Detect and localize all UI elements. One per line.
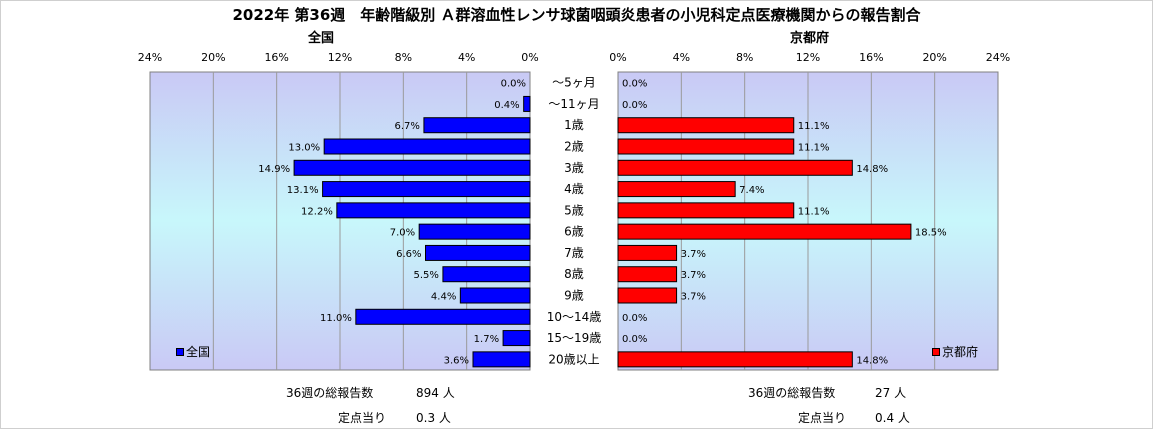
left-x-tick-label: 8% <box>395 51 412 64</box>
left-bar-label: 4.4% <box>431 292 456 303</box>
chart-title: 2022年 第36週 年齢階級別 Ａ群溶血性レンサ球菌咽頭炎患者の小児科定点医療… <box>232 6 921 24</box>
left-bar <box>355 308 531 325</box>
left-bar <box>322 181 531 198</box>
right-bar-label: 0.0% <box>622 79 647 90</box>
right-legend-label: 京都府 <box>942 345 979 359</box>
left-bar-label: 7.0% <box>390 228 415 239</box>
left-bar <box>502 330 531 347</box>
right-bar-label: 18.5% <box>915 228 947 239</box>
right-bar <box>617 202 795 219</box>
right-per-label: 定点当り <box>798 411 847 425</box>
left-bar-label: 11.0% <box>320 313 352 324</box>
left-bar-label: 1.7% <box>474 334 499 345</box>
category-label: 20歳以上 <box>548 352 599 366</box>
left-per-label: 定点当り <box>338 411 387 425</box>
left-legend: 全国 <box>176 343 210 360</box>
right-x-tick-label: 20% <box>922 51 946 64</box>
right-bar-label: 3.7% <box>681 292 706 303</box>
left-bar <box>472 351 531 368</box>
right-bar <box>617 181 736 198</box>
left-bar <box>425 244 531 261</box>
category-label: 2歳 <box>564 140 584 154</box>
left-panel-label: 全国 <box>308 31 335 46</box>
right-bar <box>617 117 795 134</box>
right-bar-label: 3.7% <box>681 249 706 260</box>
left-bar-label: 3.6% <box>444 355 469 366</box>
right-bar-label: 3.7% <box>681 270 706 281</box>
category-label: 4歳 <box>564 182 584 196</box>
left-x-tick-label: 4% <box>458 51 475 64</box>
category-label: 8歳 <box>564 267 584 281</box>
left-bar-label: 5.5% <box>414 270 439 281</box>
left-bar <box>442 266 531 283</box>
left-x-tick-label: 20% <box>201 51 225 64</box>
right-total-label: 36週の総報告数 <box>748 386 836 400</box>
right-x-tick-label: 16% <box>859 51 883 64</box>
right-panel-label: 京都府 <box>790 31 830 46</box>
left-bar <box>336 202 531 219</box>
right-bar <box>617 244 678 261</box>
category-label: 1歳 <box>564 118 584 132</box>
left-legend-label: 全国 <box>186 345 211 359</box>
right-bar <box>617 351 853 368</box>
right-bar-label: 7.4% <box>739 185 764 196</box>
category-label: 3歳 <box>564 161 584 175</box>
category-label: 15～19歳 <box>547 331 602 345</box>
left-total-label: 36週の総報告数 <box>286 386 374 400</box>
right-bar <box>617 287 678 304</box>
right-bar-label: 14.8% <box>856 164 888 175</box>
left-x-tick-label: 24% <box>138 51 162 64</box>
left-x-tick-label: 0% <box>521 51 538 64</box>
left-per-value: 0.3 人 <box>416 411 451 425</box>
left-bar-label: 6.7% <box>395 121 420 132</box>
left-legend-swatch <box>176 347 184 356</box>
right-bar <box>617 223 912 240</box>
right-legend-swatch <box>932 347 940 356</box>
right-legend: 京都府 <box>932 343 978 360</box>
left-bar <box>459 287 531 304</box>
left-bar-label: 12.2% <box>301 206 333 217</box>
right-bar <box>617 159 853 176</box>
left-bar <box>323 138 531 155</box>
right-x-tick-label: 12% <box>796 51 820 64</box>
category-label: 9歳 <box>564 289 584 303</box>
category-label: 10～14歳 <box>547 310 602 324</box>
right-x-tick-label: 4% <box>673 51 690 64</box>
left-bar <box>523 95 531 112</box>
left-bar <box>293 159 531 176</box>
right-bar <box>617 138 795 155</box>
right-x-tick-label: 0% <box>609 51 626 64</box>
right-bar-label: 14.8% <box>856 355 888 366</box>
left-bar-label: 6.6% <box>396 249 421 260</box>
category-label: 7歳 <box>564 246 584 260</box>
right-bar-label: 11.1% <box>798 143 830 154</box>
right-bar <box>617 266 678 283</box>
left-bar-label: 0.4% <box>494 100 519 111</box>
left-x-tick-label: 12% <box>328 51 352 64</box>
category-label: 5歳 <box>564 203 584 217</box>
left-bar <box>418 223 531 240</box>
category-label: ～5ヶ月 <box>552 76 596 90</box>
right-bar-label: 0.0% <box>622 334 647 345</box>
left-total-value: 894 人 <box>416 386 455 400</box>
right-per-value: 0.4 人 <box>875 411 910 425</box>
right-bar-label: 11.1% <box>798 206 830 217</box>
left-bar <box>423 117 531 134</box>
right-x-tick-label: 24% <box>986 51 1010 64</box>
category-label: ～11ヶ月 <box>548 97 599 111</box>
right-x-tick-label: 8% <box>736 51 753 64</box>
left-bar-label: 14.9% <box>258 164 290 175</box>
right-bar-label: 0.0% <box>622 313 647 324</box>
left-bar-label: 13.0% <box>288 143 320 154</box>
left-bar-label: 0.0% <box>501 79 526 90</box>
right-bar-label: 11.1% <box>798 121 830 132</box>
right-bar-label: 0.0% <box>622 100 647 111</box>
left-bar-label: 13.1% <box>287 185 319 196</box>
category-label: 6歳 <box>564 225 584 239</box>
left-x-tick-label: 16% <box>264 51 288 64</box>
right-total-value: 27 人 <box>875 386 907 400</box>
